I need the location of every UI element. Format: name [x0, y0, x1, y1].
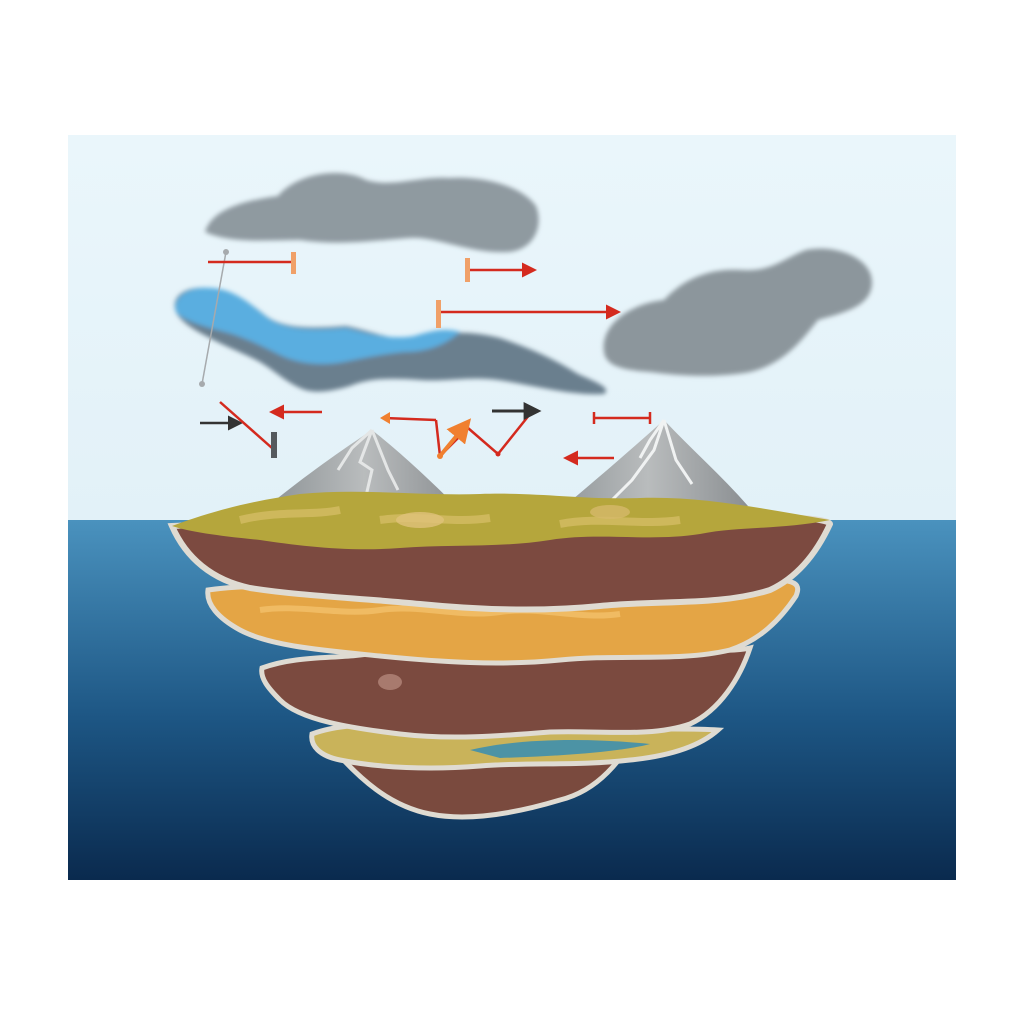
- flow-arrows: [199, 249, 652, 466]
- mountain-left: [268, 428, 460, 510]
- cloud-gray-right: [603, 248, 872, 376]
- cloud-blue-gray: [174, 287, 607, 395]
- cloud-gray-top: [205, 173, 539, 253]
- landmass: [167, 491, 834, 820]
- orange-tick: [291, 252, 296, 274]
- orange-tick: [465, 258, 470, 282]
- mountain-right: [548, 419, 748, 520]
- orange-tick: [436, 300, 441, 328]
- red-arrow: [383, 416, 437, 422]
- thin-gray-line: [201, 251, 227, 385]
- red-arrow: [219, 401, 273, 449]
- orange-arrow: [438, 418, 472, 458]
- grassland-top: [172, 491, 830, 550]
- gray-tick: [271, 432, 277, 458]
